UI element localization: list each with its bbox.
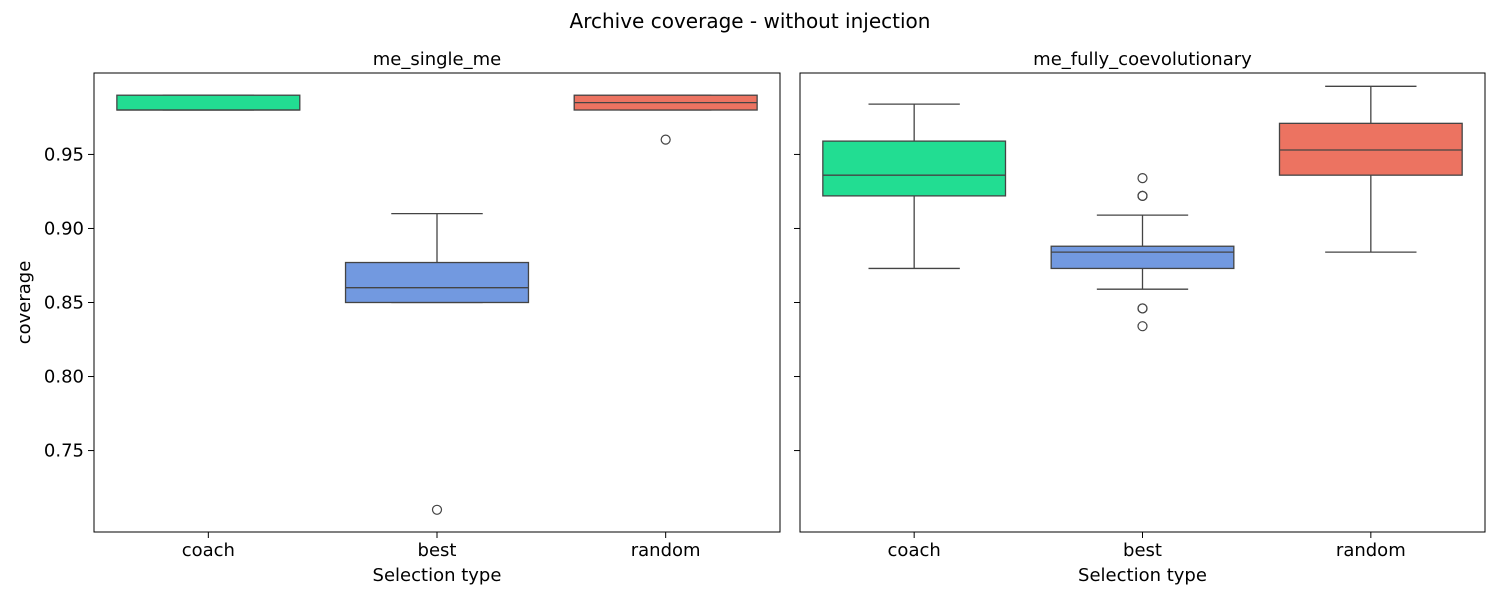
panel-me-single-me: me_single_me 0.75 0.80 0.85 0.90 0.95 coach bes… [14, 49, 781, 586]
x-tick-label: best [418, 540, 457, 561]
figure-title: Archive coverage - without injection [570, 9, 931, 33]
y-tick-label: 0.95 [44, 144, 84, 165]
panel-title: me_fully_coevolutionary [1033, 49, 1252, 70]
y-tick-label: 0.75 [44, 441, 84, 462]
y-axis-label: coverage [14, 261, 35, 345]
x-tick-label: random [1336, 540, 1406, 561]
outlier-best-4 [1137, 303, 1148, 314]
outlier-random-0 [660, 134, 671, 145]
x-axis-label: Selection type [373, 565, 502, 586]
x-axis-label: Selection type [1078, 565, 1207, 586]
outlier-best-0 [431, 504, 443, 515]
box-best [1050, 245, 1235, 270]
box-random [1278, 122, 1463, 176]
panel-title: me_single_me [373, 49, 502, 70]
box-coach [822, 140, 1007, 197]
box-coach [116, 94, 301, 111]
box-best [344, 261, 530, 304]
outlier-best-5 [1137, 321, 1148, 332]
y-tick-label: 0.85 [44, 293, 84, 314]
y-tick-label: 0.80 [44, 367, 84, 388]
x-tick-label: random [631, 540, 701, 561]
x-tick-label: coach [888, 540, 941, 561]
x-tick-label: coach [182, 540, 235, 561]
x-tick-label: best [1123, 540, 1162, 561]
y-tick-label: 0.90 [44, 218, 84, 239]
outlier-best-1 [1137, 190, 1148, 201]
outlier-best-2 [1137, 173, 1148, 184]
